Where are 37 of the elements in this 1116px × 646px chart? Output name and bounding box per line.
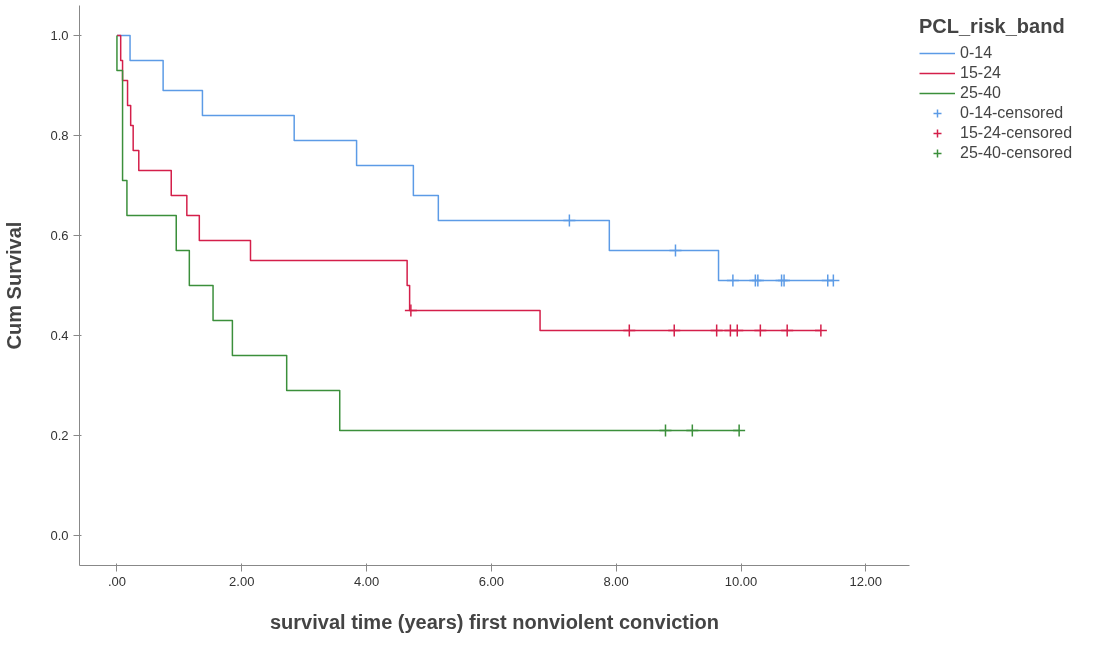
point xyxy=(658,423,673,438)
legend-title: PCL_risk_band xyxy=(919,15,1066,38)
point xyxy=(753,323,768,338)
legend-label: 15-24-censored xyxy=(960,123,1073,143)
point xyxy=(685,423,700,438)
point xyxy=(826,273,841,288)
point xyxy=(730,323,745,338)
point xyxy=(780,323,794,338)
y-tick-label: 0.6 xyxy=(50,228,69,243)
point xyxy=(668,243,683,258)
y-tick-label: 0.4 xyxy=(50,328,69,343)
point xyxy=(709,323,724,338)
x-tick-label: 6.00 xyxy=(478,573,505,589)
x-tick-label: 8.00 xyxy=(603,573,629,589)
point xyxy=(814,323,828,338)
legend-label: 25-40 xyxy=(960,83,1001,103)
x-tick-label: 4.00 xyxy=(353,573,380,589)
point xyxy=(667,323,681,338)
legend-label: 0-14-censored xyxy=(960,103,1064,123)
point xyxy=(562,213,577,228)
x-tick-label: 12.00 xyxy=(849,573,883,589)
point xyxy=(404,303,418,318)
point xyxy=(732,423,746,438)
x-tick-label: .00 xyxy=(107,573,126,589)
legend-label: 25-40-censored xyxy=(960,143,1073,163)
legend-label: 0-14 xyxy=(960,43,993,63)
x-tick-label: 2.00 xyxy=(229,573,255,589)
point xyxy=(726,273,740,288)
x-axis-title: survival time (years) first nonviolent conviction xyxy=(270,610,720,633)
y-tick-label: 0.8 xyxy=(50,128,69,143)
x-tick-label: 10.00 xyxy=(724,573,758,589)
y-tick-label: 0.2 xyxy=(50,428,69,443)
legend-label: 15-24 xyxy=(960,63,1001,83)
point xyxy=(622,323,637,338)
y-tick-label: 0.0 xyxy=(50,528,69,543)
y-tick-label: 1.0 xyxy=(50,28,69,43)
y-axis-title: Cum Survival xyxy=(3,221,26,350)
